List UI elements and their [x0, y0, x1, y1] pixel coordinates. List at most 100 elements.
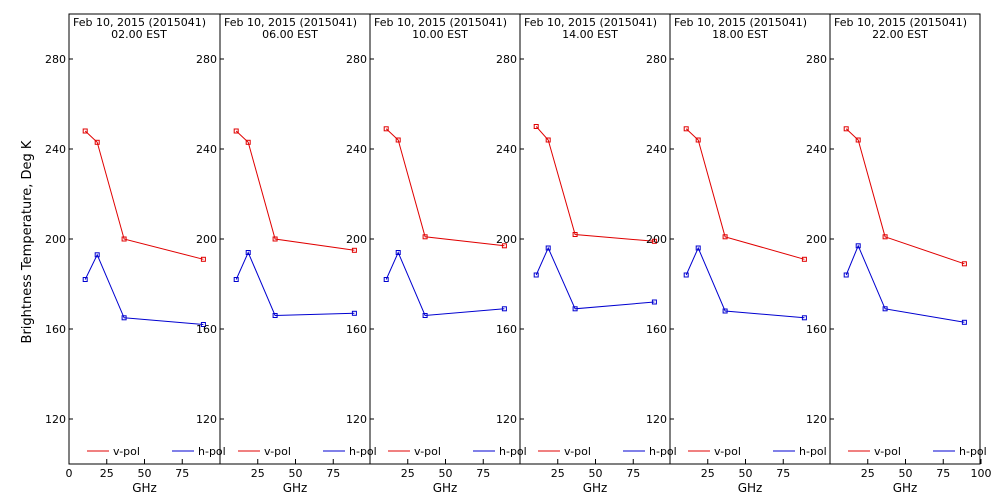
x-tick-label: 50	[439, 467, 453, 480]
data-point	[545, 245, 551, 251]
y-tick-label: 200	[646, 233, 667, 246]
x-tick-label: 25	[401, 467, 415, 480]
y-tick-label: 280	[806, 53, 827, 66]
y-tick-label: 120	[806, 413, 827, 426]
series-line-v-pol	[535, 126, 655, 242]
panel-title: Feb 10, 2015 (2015041)	[374, 16, 507, 29]
data-point	[961, 261, 967, 267]
data-point	[533, 272, 539, 278]
y-tick-label: 200	[196, 233, 217, 246]
data-point	[121, 236, 127, 242]
x-tick-label: 75	[476, 467, 490, 480]
y-tick-label: 280	[496, 53, 517, 66]
y-tick-label: 200	[45, 233, 66, 246]
legend-label: v-pol	[414, 445, 441, 458]
legend-label: v-pol	[113, 445, 140, 458]
y-tick-label: 280	[45, 53, 66, 66]
series-line-h-pol	[385, 251, 505, 317]
data-point	[855, 243, 861, 249]
y-tick-label: 280	[646, 53, 667, 66]
legend-label: v-pol	[264, 445, 291, 458]
x-tick-label: 50	[138, 467, 152, 480]
y-tick-label: 120	[646, 413, 667, 426]
data-point	[695, 137, 701, 143]
y-tick-label: 240	[45, 143, 66, 156]
panel-subtitle: 10.00 EST	[412, 28, 468, 41]
panel-title: Feb 10, 2015 (2015041)	[674, 16, 807, 29]
data-point	[422, 234, 428, 240]
data-point	[572, 232, 578, 237]
data-point	[82, 128, 88, 134]
data-point	[121, 315, 127, 321]
data-point	[272, 236, 278, 242]
data-point	[882, 234, 888, 240]
x-tick-label: 25	[861, 467, 875, 480]
legend-label: h-pol	[649, 445, 677, 458]
data-point	[82, 277, 88, 282]
y-axis-label: Brightness Temperature, Deg K	[20, 140, 35, 343]
data-point	[422, 313, 428, 318]
data-point	[843, 126, 849, 132]
data-point	[801, 256, 807, 262]
data-point	[801, 315, 807, 321]
data-point	[651, 238, 657, 244]
x-tick-label: 50	[589, 467, 603, 480]
data-point	[683, 126, 689, 132]
y-tick-label: 240	[346, 143, 367, 156]
data-point	[533, 124, 539, 129]
data-point	[855, 137, 861, 143]
y-tick-label: 280	[346, 53, 367, 66]
data-point	[395, 250, 401, 255]
legend-label: h-pol	[959, 445, 987, 458]
panels: Feb 10, 2015 (2015041)02.00 EST120160200…	[45, 13, 992, 495]
panel-title: Feb 10, 2015 (2015041)	[73, 16, 206, 29]
series-line-v-pol	[84, 130, 204, 260]
series-line-v-pol	[845, 128, 965, 265]
x-tick-label: 75	[626, 467, 640, 480]
panel-frame	[829, 13, 981, 465]
x-tick-label: 75	[936, 467, 950, 480]
x-axis-label: GHz	[893, 481, 918, 495]
data-point	[94, 252, 100, 258]
y-tick-label: 280	[196, 53, 217, 66]
data-point	[882, 306, 888, 312]
series-line-v-pol	[685, 128, 805, 260]
x-tick-label: 50	[899, 467, 913, 480]
x-tick-label: 25	[251, 467, 265, 480]
y-tick-label: 240	[806, 143, 827, 156]
y-tick-label: 160	[45, 323, 66, 336]
data-point	[501, 243, 507, 249]
y-tick-label: 120	[346, 413, 367, 426]
data-point	[695, 245, 701, 251]
series-line-h-pol	[685, 246, 805, 319]
y-tick-label: 200	[806, 233, 827, 246]
chart-panel: Feb 10, 2015 (2015041)18.00 EST 120 160 200…	[646, 13, 831, 495]
series-line-h-pol	[845, 244, 965, 323]
panel-subtitle: 22.00 EST	[872, 28, 928, 41]
y-tick-label: 160	[806, 323, 827, 336]
panel-title: Feb 10, 2015 (2015041)	[834, 16, 967, 29]
y-tick-label: 160	[196, 323, 217, 336]
data-point	[94, 139, 100, 145]
data-point	[961, 319, 967, 325]
data-point	[245, 139, 251, 145]
panel-title: Feb 10, 2015 (2015041)	[524, 16, 657, 29]
legend-label: v-pol	[714, 445, 741, 458]
data-point	[843, 272, 849, 278]
data-point	[200, 322, 206, 327]
data-point	[233, 128, 239, 134]
y-tick-label: 160	[346, 323, 367, 336]
x-axis-label: GHz	[433, 481, 458, 495]
data-point	[233, 277, 239, 282]
y-tick-label: 200	[346, 233, 367, 246]
chart-panel: Feb 10, 2015 (2015041)02.00 EST 120 160 200…	[45, 13, 226, 495]
y-tick-label: 160	[496, 323, 517, 336]
x-axis-label: GHz	[583, 481, 608, 495]
data-point	[383, 277, 389, 282]
x-tick-label: 100	[971, 467, 992, 480]
x-axis-label: GHz	[132, 481, 157, 495]
y-tick-label: 120	[196, 413, 217, 426]
data-point	[245, 250, 251, 255]
data-point	[683, 272, 689, 278]
chart-panel: Feb 10, 2015 (2015041)10.00 EST 120 160 200…	[346, 13, 527, 495]
